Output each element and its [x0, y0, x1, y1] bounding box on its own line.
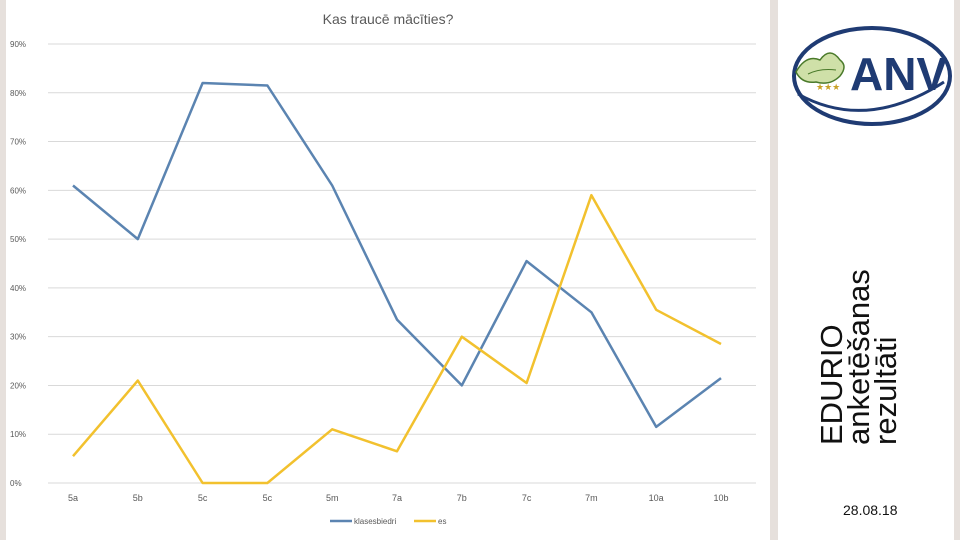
x-tick-label: 5c — [263, 493, 273, 503]
x-tick-label: 7a — [392, 493, 402, 503]
x-tick-label: 5m — [326, 493, 339, 503]
left-border — [0, 0, 6, 540]
panel-divider — [770, 0, 778, 540]
y-tick-label: 90% — [10, 40, 26, 49]
chart-svg: Kas traucē mācīties? 0% 10% 20% 30% 40% 50% 60%… — [10, 11, 756, 526]
date-label: 28.08.18 — [843, 502, 898, 518]
y-tick-label: 10% — [10, 430, 26, 439]
x-tick-label: 7m — [585, 493, 598, 503]
y-tick-label: 70% — [10, 138, 26, 147]
y-tick-label: 0% — [10, 479, 22, 488]
side-title-line-3: rezultāti — [868, 336, 903, 445]
series-line-es — [72, 193, 722, 485]
logo-stars: ★★★ — [816, 83, 840, 93]
x-tick-label: 5a — [68, 493, 78, 503]
legend-label-klasesbiedri: klasesbiedri — [354, 517, 396, 526]
logo-text: ANV — [850, 48, 947, 100]
x-tick-label: 7c — [522, 493, 532, 503]
anv-logo: ANV ★★★ — [792, 26, 952, 126]
x-tick-label: 5c — [198, 493, 208, 503]
side-title: EDURIO anketēšanas rezultāti — [814, 269, 903, 445]
chart-title: Kas traucē mācīties? — [323, 11, 454, 27]
right-border — [954, 0, 960, 540]
y-tick-label: 50% — [10, 235, 26, 244]
y-tick-label: 60% — [10, 186, 26, 195]
x-tick-label: 7b — [457, 493, 467, 503]
legend-label-es: es — [438, 517, 446, 526]
line-chart: Kas traucē mācīties? 0% 10% 20% 30% 40% 50% 60%… — [6, 0, 770, 540]
x-tick-label: 10b — [713, 493, 728, 503]
y-tick-label: 30% — [10, 333, 26, 342]
y-tick-label: 80% — [10, 89, 26, 98]
series-line-klasesbiedri — [72, 81, 722, 429]
y-tick-label: 40% — [10, 284, 26, 293]
y-tick-label: 20% — [10, 381, 26, 390]
x-tick-label: 10a — [649, 493, 664, 503]
x-tick-label: 5b — [133, 493, 143, 503]
